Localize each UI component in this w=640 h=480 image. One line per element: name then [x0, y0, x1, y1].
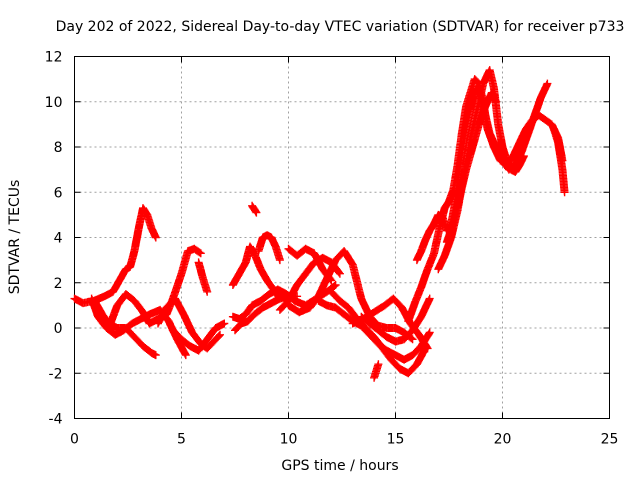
- data-point-markers: [442, 88, 501, 246]
- series-track-l: [248, 201, 261, 217]
- series-track-t: [370, 360, 383, 382]
- data-point-markers: [91, 299, 160, 360]
- series-track-q: [327, 287, 430, 378]
- y-tick-label: 8: [54, 140, 63, 156]
- series-track-a: [70, 204, 160, 308]
- x-tick-label: 25: [601, 432, 619, 448]
- data-point-markers: [248, 201, 261, 217]
- data-point-markers: [327, 287, 430, 378]
- series-track-y: [549, 124, 569, 197]
- y-tick-label: 6: [54, 185, 63, 201]
- x-axis-label: GPS time / hours: [281, 458, 398, 474]
- data-point-markers: [154, 294, 224, 353]
- data-point-markers: [70, 204, 160, 308]
- y-tick-label: -2: [49, 366, 63, 382]
- series-track-c: [91, 299, 160, 360]
- x-tick-label: 15: [387, 432, 405, 448]
- series-track-k: [254, 231, 284, 265]
- series-track-x: [442, 88, 501, 246]
- data-point-markers: [254, 231, 284, 265]
- data-point-markers: [228, 242, 284, 303]
- x-tick-label: 0: [70, 432, 79, 448]
- series-track-o: [284, 247, 417, 344]
- y-tick-label: 2: [54, 276, 63, 292]
- data-point-markers: [104, 244, 205, 332]
- y-tick-label: 12: [45, 50, 63, 66]
- x-tick-label: 10: [280, 432, 298, 448]
- tick-labels: 0 5 10 15 20 25 -4 -2 0 2 4 6 8 10 12: [45, 50, 619, 448]
- plot-frame: [74, 56, 610, 419]
- x-tick-label: 20: [494, 432, 512, 448]
- y-tick-label: 0: [54, 321, 63, 337]
- data-point-markers: [370, 360, 383, 382]
- data-point-markers: [549, 124, 569, 197]
- series-track-f: [154, 294, 224, 353]
- data-point-markers: [284, 247, 417, 344]
- series-track-s: [357, 294, 434, 346]
- y-axis-label: SDTVAR / TECUs: [7, 180, 23, 295]
- y-tick-label: 4: [54, 231, 63, 247]
- x-tick-label: 5: [177, 432, 186, 448]
- data-point-markers: [357, 294, 434, 346]
- chart-title: Day 202 of 2022, Sidereal Day-to-day VTE…: [56, 19, 625, 35]
- data-points: [70, 66, 569, 382]
- series-track-d: [104, 244, 205, 332]
- y-tick-label: -4: [49, 412, 63, 428]
- series-track-j: [228, 242, 284, 303]
- series-track-g: [194, 258, 212, 296]
- y-tick-label: 10: [45, 95, 63, 111]
- data-point-markers: [194, 258, 212, 296]
